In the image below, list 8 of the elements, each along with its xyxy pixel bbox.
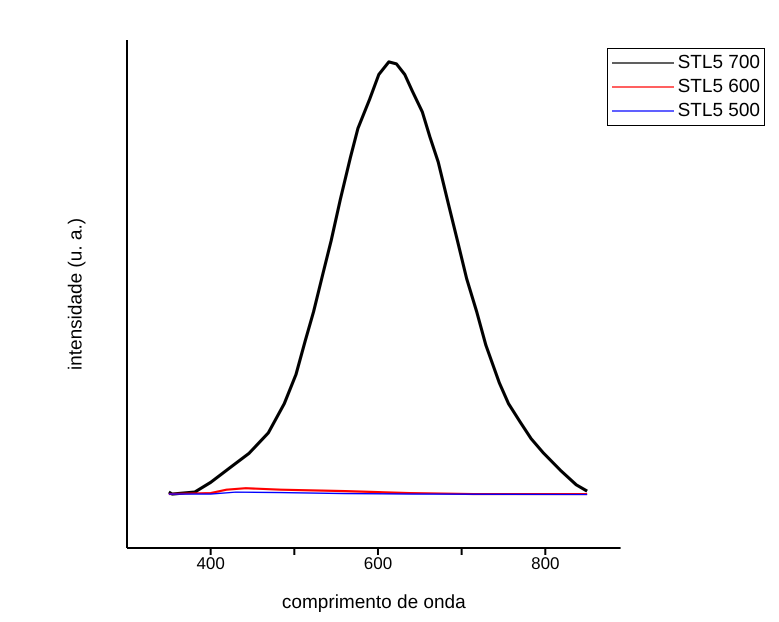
legend-label: STL5 500: [678, 100, 760, 122]
x-tick-label: 600: [364, 554, 392, 574]
y-axis-title: intensidade (u. a.): [66, 218, 87, 370]
x-axis-title: comprimento de onda: [282, 592, 466, 613]
x-tick-label: 400: [196, 554, 225, 574]
legend-label: STL5 600: [678, 76, 760, 98]
legend-label: STL5 700: [678, 52, 760, 74]
x-tick-label: 800: [531, 554, 560, 574]
